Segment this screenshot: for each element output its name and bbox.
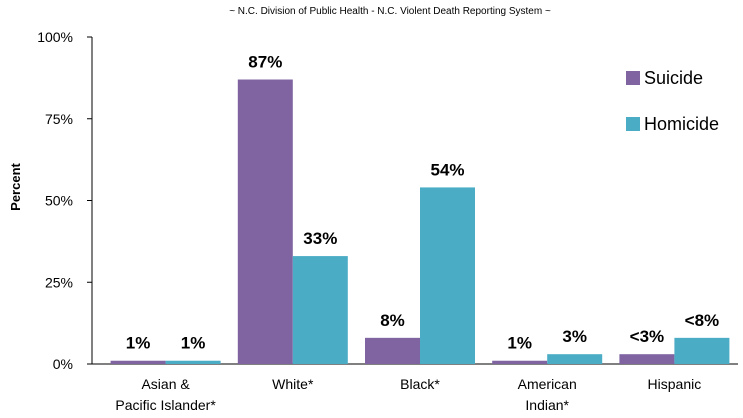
legend-swatch	[626, 117, 640, 131]
data-label: 3%	[562, 327, 587, 346]
x-tick-label: Asian &	[141, 376, 190, 392]
bar-homicide	[165, 360, 221, 364]
data-label: 87%	[248, 53, 282, 72]
x-tick-label: White*	[272, 376, 314, 392]
y-tick-label: 75%	[45, 111, 73, 127]
data-label: 8%	[380, 311, 405, 330]
data-label: 54%	[430, 160, 464, 179]
data-label: <3%	[630, 327, 665, 346]
plot-area: 0% 25% 50% 75% 100% 1% 1% Asian & Pacific Island…	[37, 29, 738, 413]
bar-homicide	[547, 354, 603, 364]
bar-homicide	[292, 256, 348, 364]
x-tick-label: Indian*	[525, 397, 569, 413]
y-tick-label: 100%	[37, 29, 73, 45]
bar-suicide	[492, 360, 548, 364]
legend-label: Homicide	[644, 114, 719, 134]
y-axis-label: Percent	[8, 162, 23, 210]
legend-label: Suicide	[644, 68, 703, 88]
y-tick-label: 0%	[53, 356, 73, 372]
data-label: <8%	[685, 311, 720, 330]
y-tick-label: 25%	[45, 274, 73, 290]
bar-suicide	[110, 360, 166, 364]
bar-suicide	[237, 79, 293, 364]
x-tick-label: Pacific Islander*	[115, 397, 216, 413]
data-label: 33%	[303, 229, 337, 248]
x-tick-label: American	[518, 376, 577, 392]
legend-swatch	[626, 71, 640, 85]
x-tick-label: Black*	[400, 376, 440, 392]
bar-homicide	[674, 337, 730, 364]
y-tick-label: 50%	[45, 193, 73, 209]
bar-suicide	[619, 354, 675, 364]
bar-homicide	[420, 187, 475, 364]
data-label: 1%	[507, 334, 532, 353]
chart-subtitle: ~ N.C. Division of Public Health - N.C. …	[229, 6, 551, 17]
bar-suicide	[365, 337, 420, 364]
data-label: 1%	[181, 334, 206, 353]
x-tick-label: Hispanic	[648, 376, 702, 392]
data-label: 1%	[126, 334, 151, 353]
